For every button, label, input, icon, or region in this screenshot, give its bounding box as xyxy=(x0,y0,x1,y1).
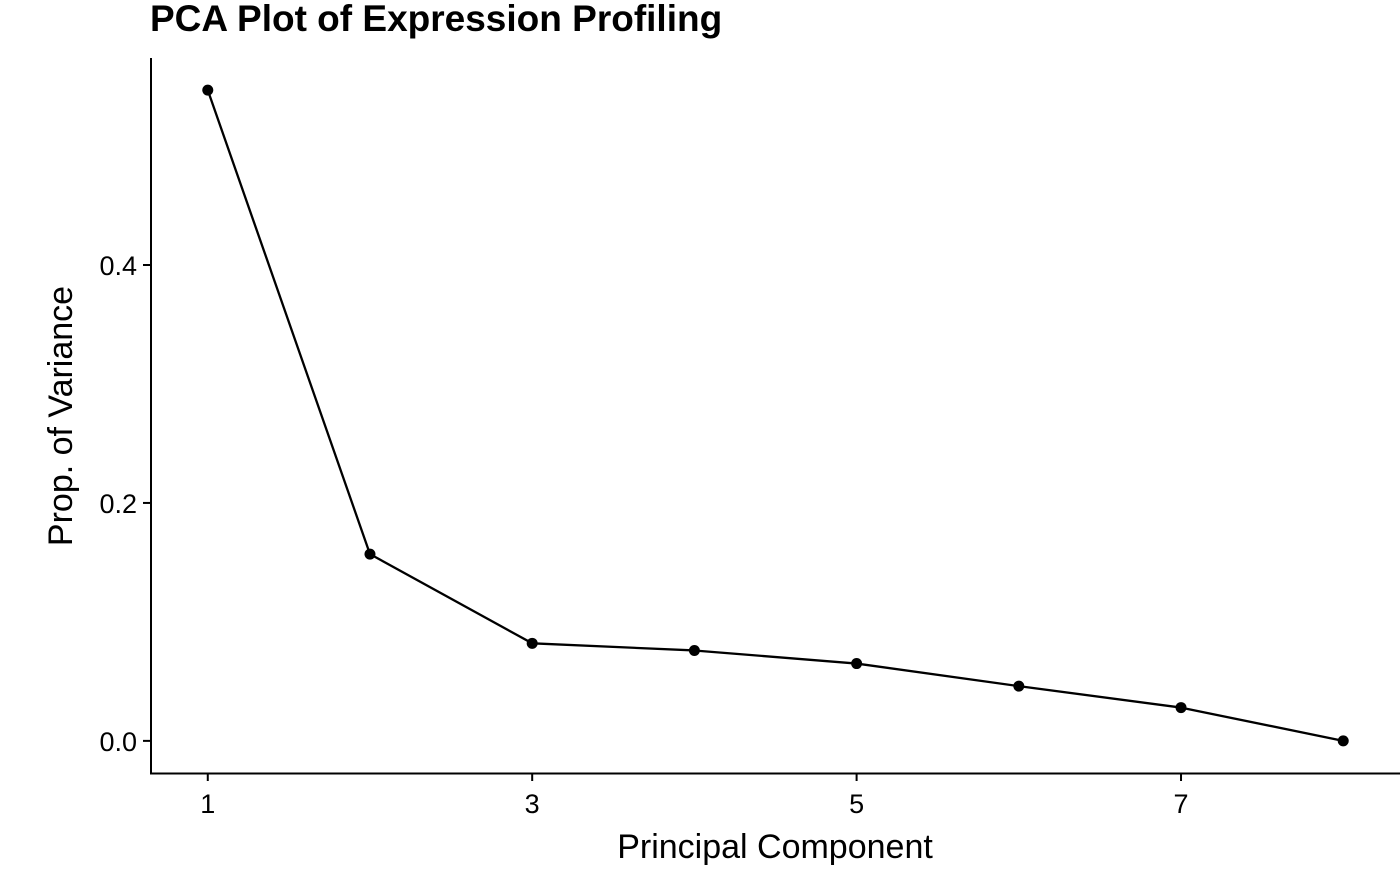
y-axis-label: Prop. of Variance xyxy=(42,286,80,546)
y-axis-ticks: 0.0 0.2 0.4 xyxy=(99,251,151,757)
chart-title: PCA Plot of Expression Profiling xyxy=(150,0,722,39)
series-layer xyxy=(202,84,1349,747)
x-axis-label: Principal Component xyxy=(617,828,933,865)
y-tick-label: 0.0 xyxy=(99,727,137,757)
data-point xyxy=(526,637,538,649)
data-point xyxy=(1337,735,1349,747)
x-axis-ticks: 1 3 5 7 xyxy=(200,773,1189,819)
data-point xyxy=(851,658,863,670)
x-tick-label: 3 xyxy=(525,789,540,819)
x-tick-label: 7 xyxy=(1174,789,1189,819)
data-point xyxy=(1013,680,1025,692)
series-line xyxy=(206,89,1344,743)
data-point xyxy=(364,548,376,560)
data-point xyxy=(1175,702,1187,714)
x-tick-label: 1 xyxy=(200,789,215,819)
y-tick-label: 0.2 xyxy=(99,489,137,519)
data-point xyxy=(688,644,700,656)
x-tick-label: 5 xyxy=(849,789,864,819)
data-point xyxy=(202,84,214,96)
y-tick-label: 0.4 xyxy=(99,251,137,281)
